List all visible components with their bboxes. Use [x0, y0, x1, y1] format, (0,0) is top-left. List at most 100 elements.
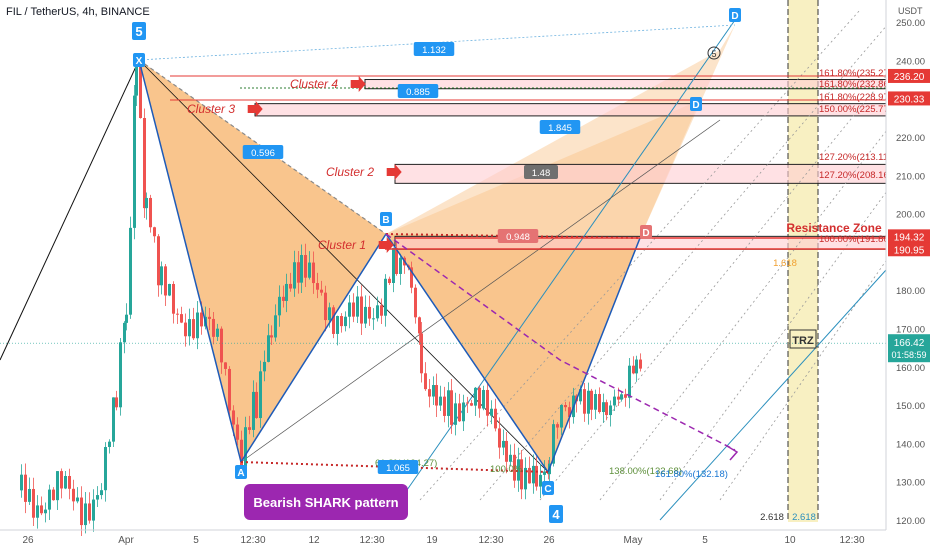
pattern-bcd-fill	[386, 234, 640, 472]
fib-level-label: 161.80%(232.86)	[819, 79, 892, 90]
candle-body	[443, 396, 446, 416]
candle-body	[466, 402, 469, 404]
candle-body	[532, 465, 535, 484]
candle-body	[552, 424, 555, 464]
cluster-arrow	[386, 164, 402, 180]
pattern-point-label: D	[731, 11, 738, 22]
x-tick-label: 5	[702, 535, 708, 546]
projection-path	[385, 233, 736, 451]
candle-body	[20, 474, 23, 491]
candle-body	[620, 394, 623, 400]
candle-body	[539, 474, 542, 487]
wave-5-circle	[707, 46, 721, 60]
candle-body	[252, 391, 255, 430]
candle-body	[432, 385, 435, 397]
ratio-2618-label-2: 2.618	[792, 512, 816, 523]
y-tick-label: 140.00	[896, 439, 925, 450]
candle-body	[364, 306, 367, 324]
candle-body	[212, 318, 215, 337]
candle-body	[192, 319, 195, 339]
x-tick-label: 26	[22, 535, 34, 546]
candle-body	[336, 316, 339, 334]
candle-body	[583, 389, 586, 414]
candle-body	[602, 402, 605, 413]
ratio-pill	[377, 460, 419, 474]
ratio-pill	[397, 84, 439, 98]
candle-body	[360, 296, 363, 324]
candle-body	[560, 405, 563, 428]
candle-body	[115, 397, 118, 408]
fib-level-label: 127.20%(208.16)	[819, 170, 892, 181]
pattern-point-marker	[690, 97, 702, 111]
candle-body	[316, 283, 319, 290]
y-tick-label: 200.00	[896, 210, 925, 221]
fib-level-label: 161.80%(132.18)	[655, 469, 728, 480]
countdown-label: 01:58:59	[891, 350, 926, 360]
candle-body	[267, 335, 270, 362]
pattern-xb-line	[138, 59, 387, 235]
candle-body	[395, 248, 398, 274]
y-tick-label: 240.00	[896, 56, 925, 67]
candle-body	[594, 394, 597, 410]
candle-body	[270, 335, 273, 338]
candle-body	[392, 248, 395, 284]
ratio-pill	[413, 42, 455, 56]
wave-label-box	[132, 22, 146, 40]
candle-body	[384, 278, 387, 316]
x-tick-label: 12	[308, 535, 320, 546]
candle-body	[509, 454, 512, 462]
fan-line-blue-2	[659, 269, 887, 521]
candle-body	[605, 402, 608, 416]
cluster-label: Cluster 1	[318, 238, 366, 252]
candle-body	[450, 390, 453, 425]
candle-body	[372, 318, 375, 320]
projection-arrowhead	[726, 445, 739, 461]
candle-body	[628, 365, 631, 398]
y-tick-label: 130.00	[896, 478, 925, 489]
candle-body	[88, 503, 91, 521]
candle-body	[418, 317, 421, 334]
ratio-pill-label: 1.845	[548, 123, 572, 134]
y-tick-label: 210.00	[896, 171, 925, 182]
candle-body	[80, 497, 83, 526]
pattern-point-marker	[640, 225, 652, 239]
candle-body	[32, 488, 35, 518]
price-tag	[888, 68, 930, 83]
ratio-pill-label: 1.065	[386, 463, 410, 474]
candle-body	[216, 328, 219, 337]
candle-body	[414, 287, 417, 318]
trz-label: TRZ	[792, 335, 814, 347]
candle-body	[320, 289, 323, 293]
pattern-xab-fill	[139, 60, 386, 462]
candle-body	[168, 283, 171, 296]
candle-body	[348, 302, 351, 317]
candle-body	[133, 95, 136, 228]
candle-body	[502, 440, 505, 448]
candle-body	[356, 296, 359, 317]
last-price-label: 166.42	[894, 338, 925, 349]
trz-label-box	[789, 329, 817, 349]
pattern-point-marker	[380, 212, 392, 226]
ratio-pill-label: 0.885	[406, 87, 430, 98]
candle-body	[220, 328, 223, 363]
candle-body	[328, 307, 331, 321]
candle-body	[535, 465, 538, 487]
candle-body	[598, 394, 601, 413]
candle-body	[52, 489, 55, 501]
pattern-point-marker	[235, 465, 247, 479]
candle-body	[482, 389, 485, 409]
ratio-pill	[524, 165, 558, 179]
chart-title: FIL / TetherUS, 4h, BINANCE	[6, 6, 150, 18]
candle-body	[474, 387, 477, 406]
candle-body	[293, 262, 296, 289]
x-tick-label: 12:30	[240, 535, 265, 546]
candle-body	[490, 408, 493, 416]
y-tick-label: 170.00	[896, 325, 925, 336]
candle-body	[420, 333, 423, 374]
candle-body	[639, 359, 642, 369]
fib-level-label: 150.00%(225.77)	[819, 104, 892, 115]
candle-body	[439, 396, 442, 406]
y-tick-label: 220.00	[896, 133, 925, 144]
candle-body	[44, 509, 47, 514]
